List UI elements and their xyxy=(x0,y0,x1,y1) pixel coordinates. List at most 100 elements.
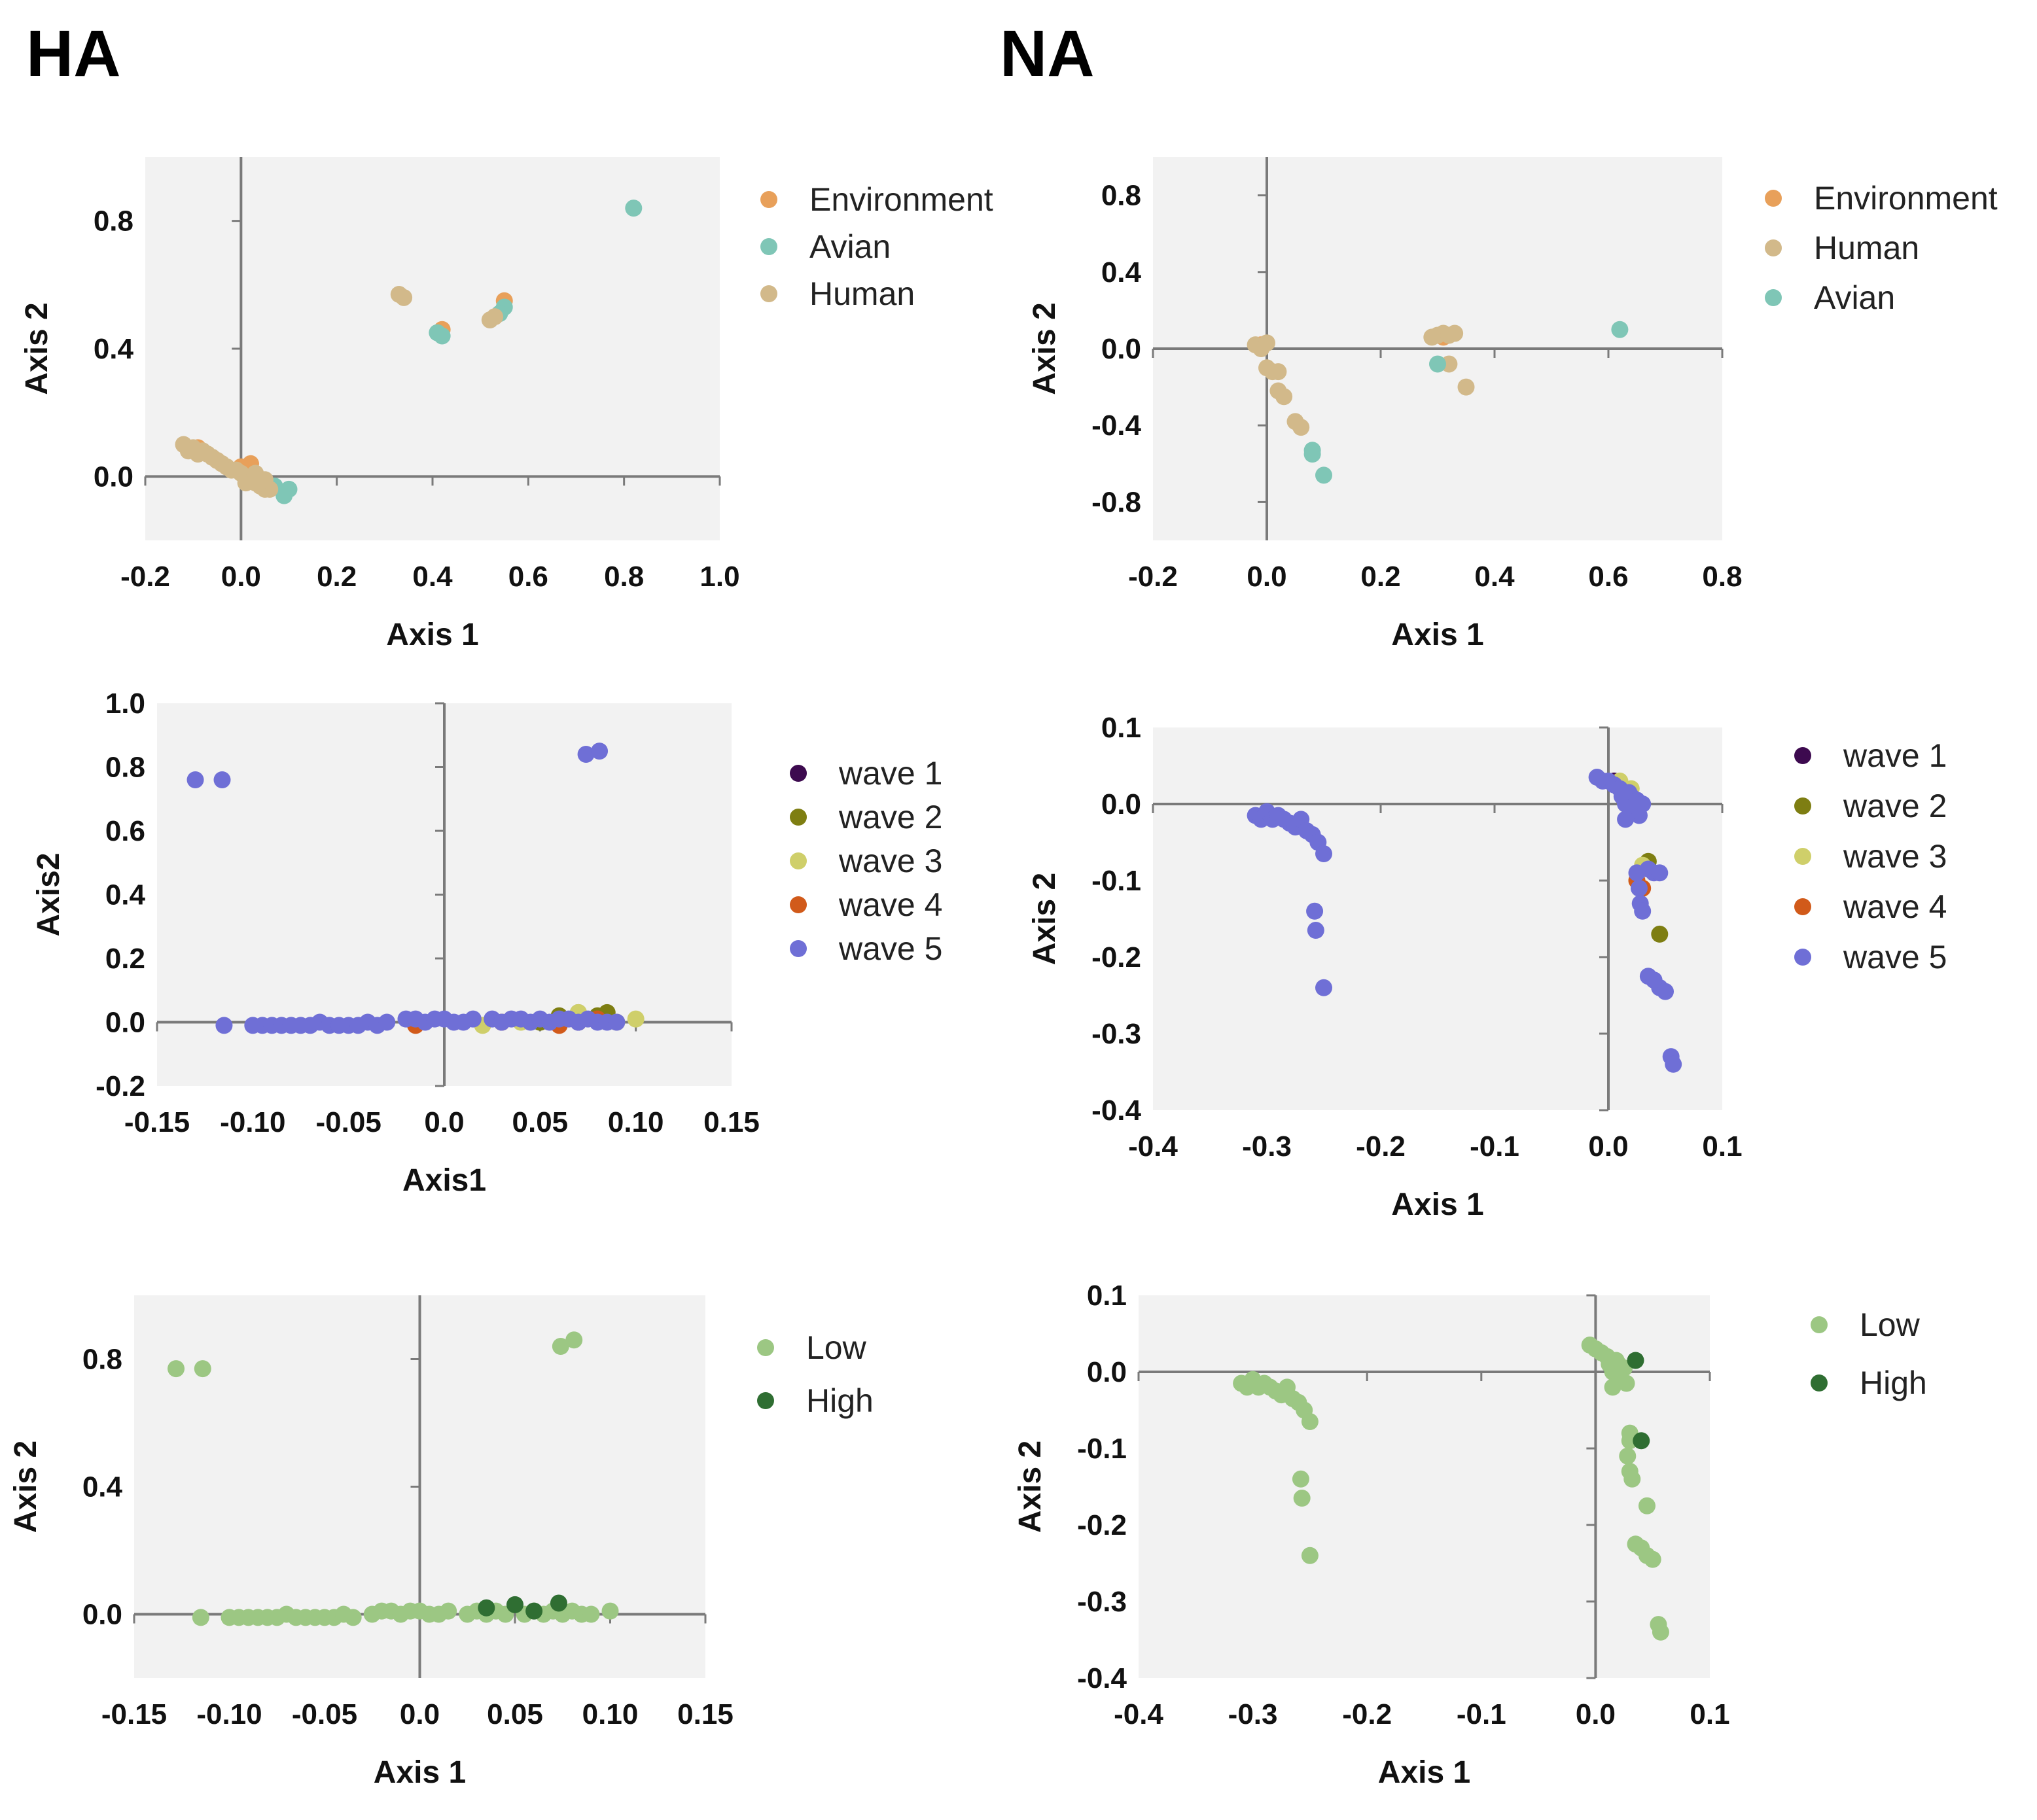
x-tick-label: 0.05 xyxy=(512,1106,569,1138)
point-low xyxy=(1604,1378,1621,1396)
y-tick-label: 0.8 xyxy=(94,205,133,237)
x-tick-label: 0.0 xyxy=(221,561,261,593)
point-low xyxy=(1293,1490,1311,1507)
y-axis-label: Axis 2 xyxy=(1013,1441,1048,1533)
y-tick-label: 0.4 xyxy=(105,879,146,911)
legend-label-wave-4: wave 4 xyxy=(838,886,942,923)
point-wave-5 xyxy=(577,746,595,763)
point-wave-5 xyxy=(464,1010,482,1028)
point-wave-5 xyxy=(1630,879,1648,897)
x-tick-label: -0.1 xyxy=(1457,1698,1506,1730)
scatter-ha-wave: -0.15 -0.10 -0.05 0.0 0.05 0.10 0.15 -0.2 0.0 0.2… xyxy=(31,688,942,1198)
y-tick-label: 0.4 xyxy=(1101,256,1142,289)
y-tick-label: 0.0 xyxy=(1087,1356,1127,1388)
y-tick-label: -0.8 xyxy=(1091,486,1141,518)
point-wave-5 xyxy=(591,743,609,760)
x-tick-label: -0.1 xyxy=(1470,1130,1519,1163)
x-tick-label: 0.2 xyxy=(317,561,357,593)
point-avian xyxy=(1611,321,1629,338)
x-tick-label: -0.2 xyxy=(1342,1698,1392,1730)
x-tick-label: 1.0 xyxy=(700,561,739,593)
y-tick-label: 0.0 xyxy=(1101,788,1141,820)
point-high xyxy=(1627,1352,1644,1369)
point-wave-5 xyxy=(1634,902,1652,920)
point-low xyxy=(1292,1470,1309,1488)
x-tick-label: -0.3 xyxy=(1242,1130,1292,1163)
x-tick-label: -0.05 xyxy=(292,1698,357,1730)
legend-label-low: Low xyxy=(806,1329,867,1366)
y-tick-label: 0.8 xyxy=(82,1344,122,1376)
point-avian xyxy=(1429,355,1446,373)
x-tick-label: -0.2 xyxy=(1128,561,1178,593)
scatter-ha-host: -0.2 0.0 0.2 0.4 0.6 0.8 1.0 0.0 0.4 0.8 Axis 1 Axi… xyxy=(20,157,993,652)
legend-marker-wave-2 xyxy=(1794,797,1811,814)
point-wave-5 xyxy=(186,771,204,788)
legend-marker-human xyxy=(1765,239,1782,256)
x-axis-label: Axis 1 xyxy=(386,618,478,652)
y-tick-label: 0.0 xyxy=(105,1007,145,1039)
point-wave-5 xyxy=(1307,922,1324,939)
scatter-na-pathogenicity: -0.4 -0.3 -0.2 -0.1 0.0 0.1 -0.4 -0.3 -0.2 -0.1 0.… xyxy=(1013,1280,1927,1790)
y-tick-label: 0.1 xyxy=(1101,712,1141,744)
legend-label-environment: Environment xyxy=(809,181,993,218)
point-human xyxy=(179,442,197,460)
point-low xyxy=(1301,1547,1319,1564)
point-human xyxy=(395,289,413,306)
legend-label-avian: Avian xyxy=(809,228,891,265)
y-axis-label: Axis 2 xyxy=(1027,873,1062,965)
point-wave-5 xyxy=(1651,864,1669,882)
x-tick-label: 0.0 xyxy=(424,1106,464,1138)
legend-marker-wave-1 xyxy=(790,765,807,782)
legend-label-environment: Environment xyxy=(1814,180,1998,217)
legend-label-high: High xyxy=(1860,1365,1927,1401)
ha-column-title: HA xyxy=(26,17,121,90)
point-wave-5 xyxy=(608,1013,626,1031)
x-axis-label: Axis 1 xyxy=(374,1755,466,1790)
legend-marker-wave-4 xyxy=(1794,898,1811,915)
y-tick-label: -0.2 xyxy=(1091,941,1141,973)
point-low xyxy=(582,1605,600,1623)
y-axis-label: Axis 2 xyxy=(20,302,54,394)
x-axis-label: Axis 1 xyxy=(1391,618,1483,652)
point-human xyxy=(1446,324,1464,342)
x-tick-label: -0.15 xyxy=(101,1698,167,1730)
x-axis-label: Axis1 xyxy=(402,1163,486,1198)
x-tick-label: 0.10 xyxy=(582,1698,639,1730)
legend-label-avian: Avian xyxy=(1814,279,1895,316)
y-tick-label: -0.1 xyxy=(1077,1433,1127,1465)
legend-label-wave-4: wave 4 xyxy=(1843,888,1947,925)
point-low xyxy=(1619,1447,1637,1465)
y-axis-label: Axis2 xyxy=(31,852,66,936)
x-tick-label: 0.15 xyxy=(703,1106,760,1138)
y-tick-label: 0.2 xyxy=(105,943,145,975)
legend-label-high: High xyxy=(806,1382,874,1419)
point-low xyxy=(192,1609,209,1626)
x-tick-label: 0.1 xyxy=(1690,1698,1729,1730)
point-wave-3 xyxy=(627,1010,645,1028)
y-tick-label: -0.4 xyxy=(1091,1094,1141,1127)
point-wave-5 xyxy=(1657,983,1674,1000)
y-tick-label: -0.1 xyxy=(1091,865,1141,897)
x-tick-label: -0.15 xyxy=(124,1106,190,1138)
x-tick-label: -0.05 xyxy=(316,1106,381,1138)
legend-marker-wave-3 xyxy=(1794,848,1811,865)
legend-marker-avian xyxy=(760,238,777,255)
y-axis-label: Axis 2 xyxy=(9,1441,43,1533)
point-human xyxy=(1292,419,1310,436)
x-tick-label: -0.4 xyxy=(1114,1698,1163,1730)
point-human xyxy=(1258,334,1275,352)
legend-label-wave-2: wave 2 xyxy=(838,799,942,835)
legend-marker-high xyxy=(1811,1374,1828,1391)
na-column-title: NA xyxy=(1000,17,1095,90)
point-wave-5 xyxy=(1617,811,1635,828)
x-axis-label: Axis 1 xyxy=(1391,1187,1483,1222)
point-low xyxy=(601,1602,619,1620)
y-tick-label: -0.3 xyxy=(1091,1018,1141,1050)
point-wave-5 xyxy=(1665,1055,1682,1073)
point-wave-5 xyxy=(1306,902,1324,920)
x-tick-label: -0.2 xyxy=(1356,1130,1406,1163)
legend-marker-low xyxy=(1811,1316,1828,1333)
x-tick-label: 0.6 xyxy=(508,561,548,593)
point-wave-5 xyxy=(213,771,231,788)
